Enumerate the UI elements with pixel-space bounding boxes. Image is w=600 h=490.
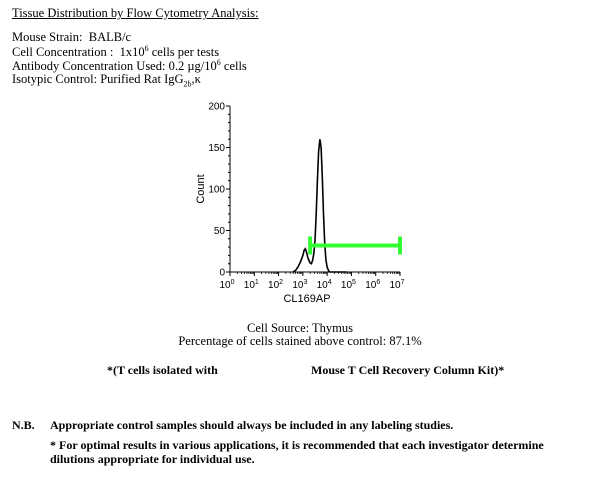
x-tick-label: 106 xyxy=(365,279,380,291)
y-axis-label: Count xyxy=(195,174,207,203)
mouse-strain-label: Mouse Strain: xyxy=(12,30,83,44)
x-tick-exponent: 5 xyxy=(352,279,356,286)
x-tick-exponent: 1 xyxy=(255,279,259,286)
cell-concentration-unit: cells per tests xyxy=(151,45,220,60)
y-tick-label: 0 xyxy=(219,268,225,279)
y-tick-label: 100 xyxy=(208,185,225,196)
y-tick-label: 50 xyxy=(214,226,226,237)
antibody-concentration-line: Antibody Concentration Used: 0.2 µg/106 … xyxy=(12,58,247,74)
percentage-stained: Percentage of cells stained above contro… xyxy=(178,334,422,348)
kit-note-right: Mouse T Cell Recovery Column Kit)* xyxy=(311,363,505,377)
x-axis-label: CL169AP xyxy=(283,293,330,305)
x-tick-label: 107 xyxy=(389,279,404,291)
x-axis-ticks: 100 101 102 103 104 105 106 107 xyxy=(219,272,405,291)
y-axis-ticks: 0 50 100 150 200 xyxy=(208,102,230,279)
x-tick-label: 102 xyxy=(268,279,283,291)
x-tick-exponent: 4 xyxy=(328,279,332,286)
antibody-concentration-label: Antibody Concentration Used: xyxy=(12,59,166,74)
mouse-strain-value: BALB/c xyxy=(88,30,132,44)
cell-concentration-label: Cell Concentration : xyxy=(12,45,114,60)
page-title: Tissue Distribution by Flow Cytometry An… xyxy=(12,6,259,20)
nb-line-2b: dilutions appropriate for individual use… xyxy=(50,452,255,466)
mouse-strain-line: Mouse Strain: BALB/c xyxy=(12,30,131,45)
y-tick-label: 150 xyxy=(208,143,225,154)
x-tick-label: 104 xyxy=(317,279,332,291)
antibody-concentration-value: 0.2 µg/10 xyxy=(168,59,217,74)
y-tick-label: 200 xyxy=(208,102,225,113)
x-tick-label: 105 xyxy=(341,279,356,291)
cell-concentration-line: Cell Concentration : 1x106 cells per tes… xyxy=(12,44,219,60)
cell-concentration-exponent: 6 xyxy=(144,44,149,53)
isotypic-control-label: Isotypic Control: xyxy=(12,72,98,86)
x-tick-exponent: 0 xyxy=(231,279,235,286)
gate-marker xyxy=(308,236,402,255)
x-tick-exponent: 3 xyxy=(303,279,307,286)
isotypic-control-line: Isotypic Control: Purified Rat IgG2b,κ xyxy=(12,72,201,89)
antibody-concentration-exponent: 6 xyxy=(216,58,221,67)
isotypic-control-value: Purified Rat IgG xyxy=(100,72,184,86)
cell-concentration-base: 1x10 xyxy=(119,45,145,60)
nb-label: N.B. xyxy=(12,418,35,432)
isotypic-control-suffix: ,κ xyxy=(191,72,201,86)
antibody-concentration-unit: cells xyxy=(223,59,247,74)
x-tick-label: 101 xyxy=(244,279,259,291)
x-tick-exponent: 2 xyxy=(279,279,283,286)
nb-line-2a: * For optimal results in various applica… xyxy=(50,438,544,452)
histogram-series-line xyxy=(292,139,347,273)
x-tick-exponent: 6 xyxy=(376,279,380,286)
isotypic-control-subscript: 2b xyxy=(183,79,192,89)
x-tick-label: 103 xyxy=(292,279,307,291)
cell-source: Cell Source: Thymus xyxy=(246,321,353,335)
x-tick-label: 100 xyxy=(219,279,234,291)
nb-line-1: Appropriate control samples should alway… xyxy=(50,418,454,432)
kit-note-left: *(T cells isolated with xyxy=(107,363,218,377)
x-tick-exponent: 7 xyxy=(401,279,405,286)
